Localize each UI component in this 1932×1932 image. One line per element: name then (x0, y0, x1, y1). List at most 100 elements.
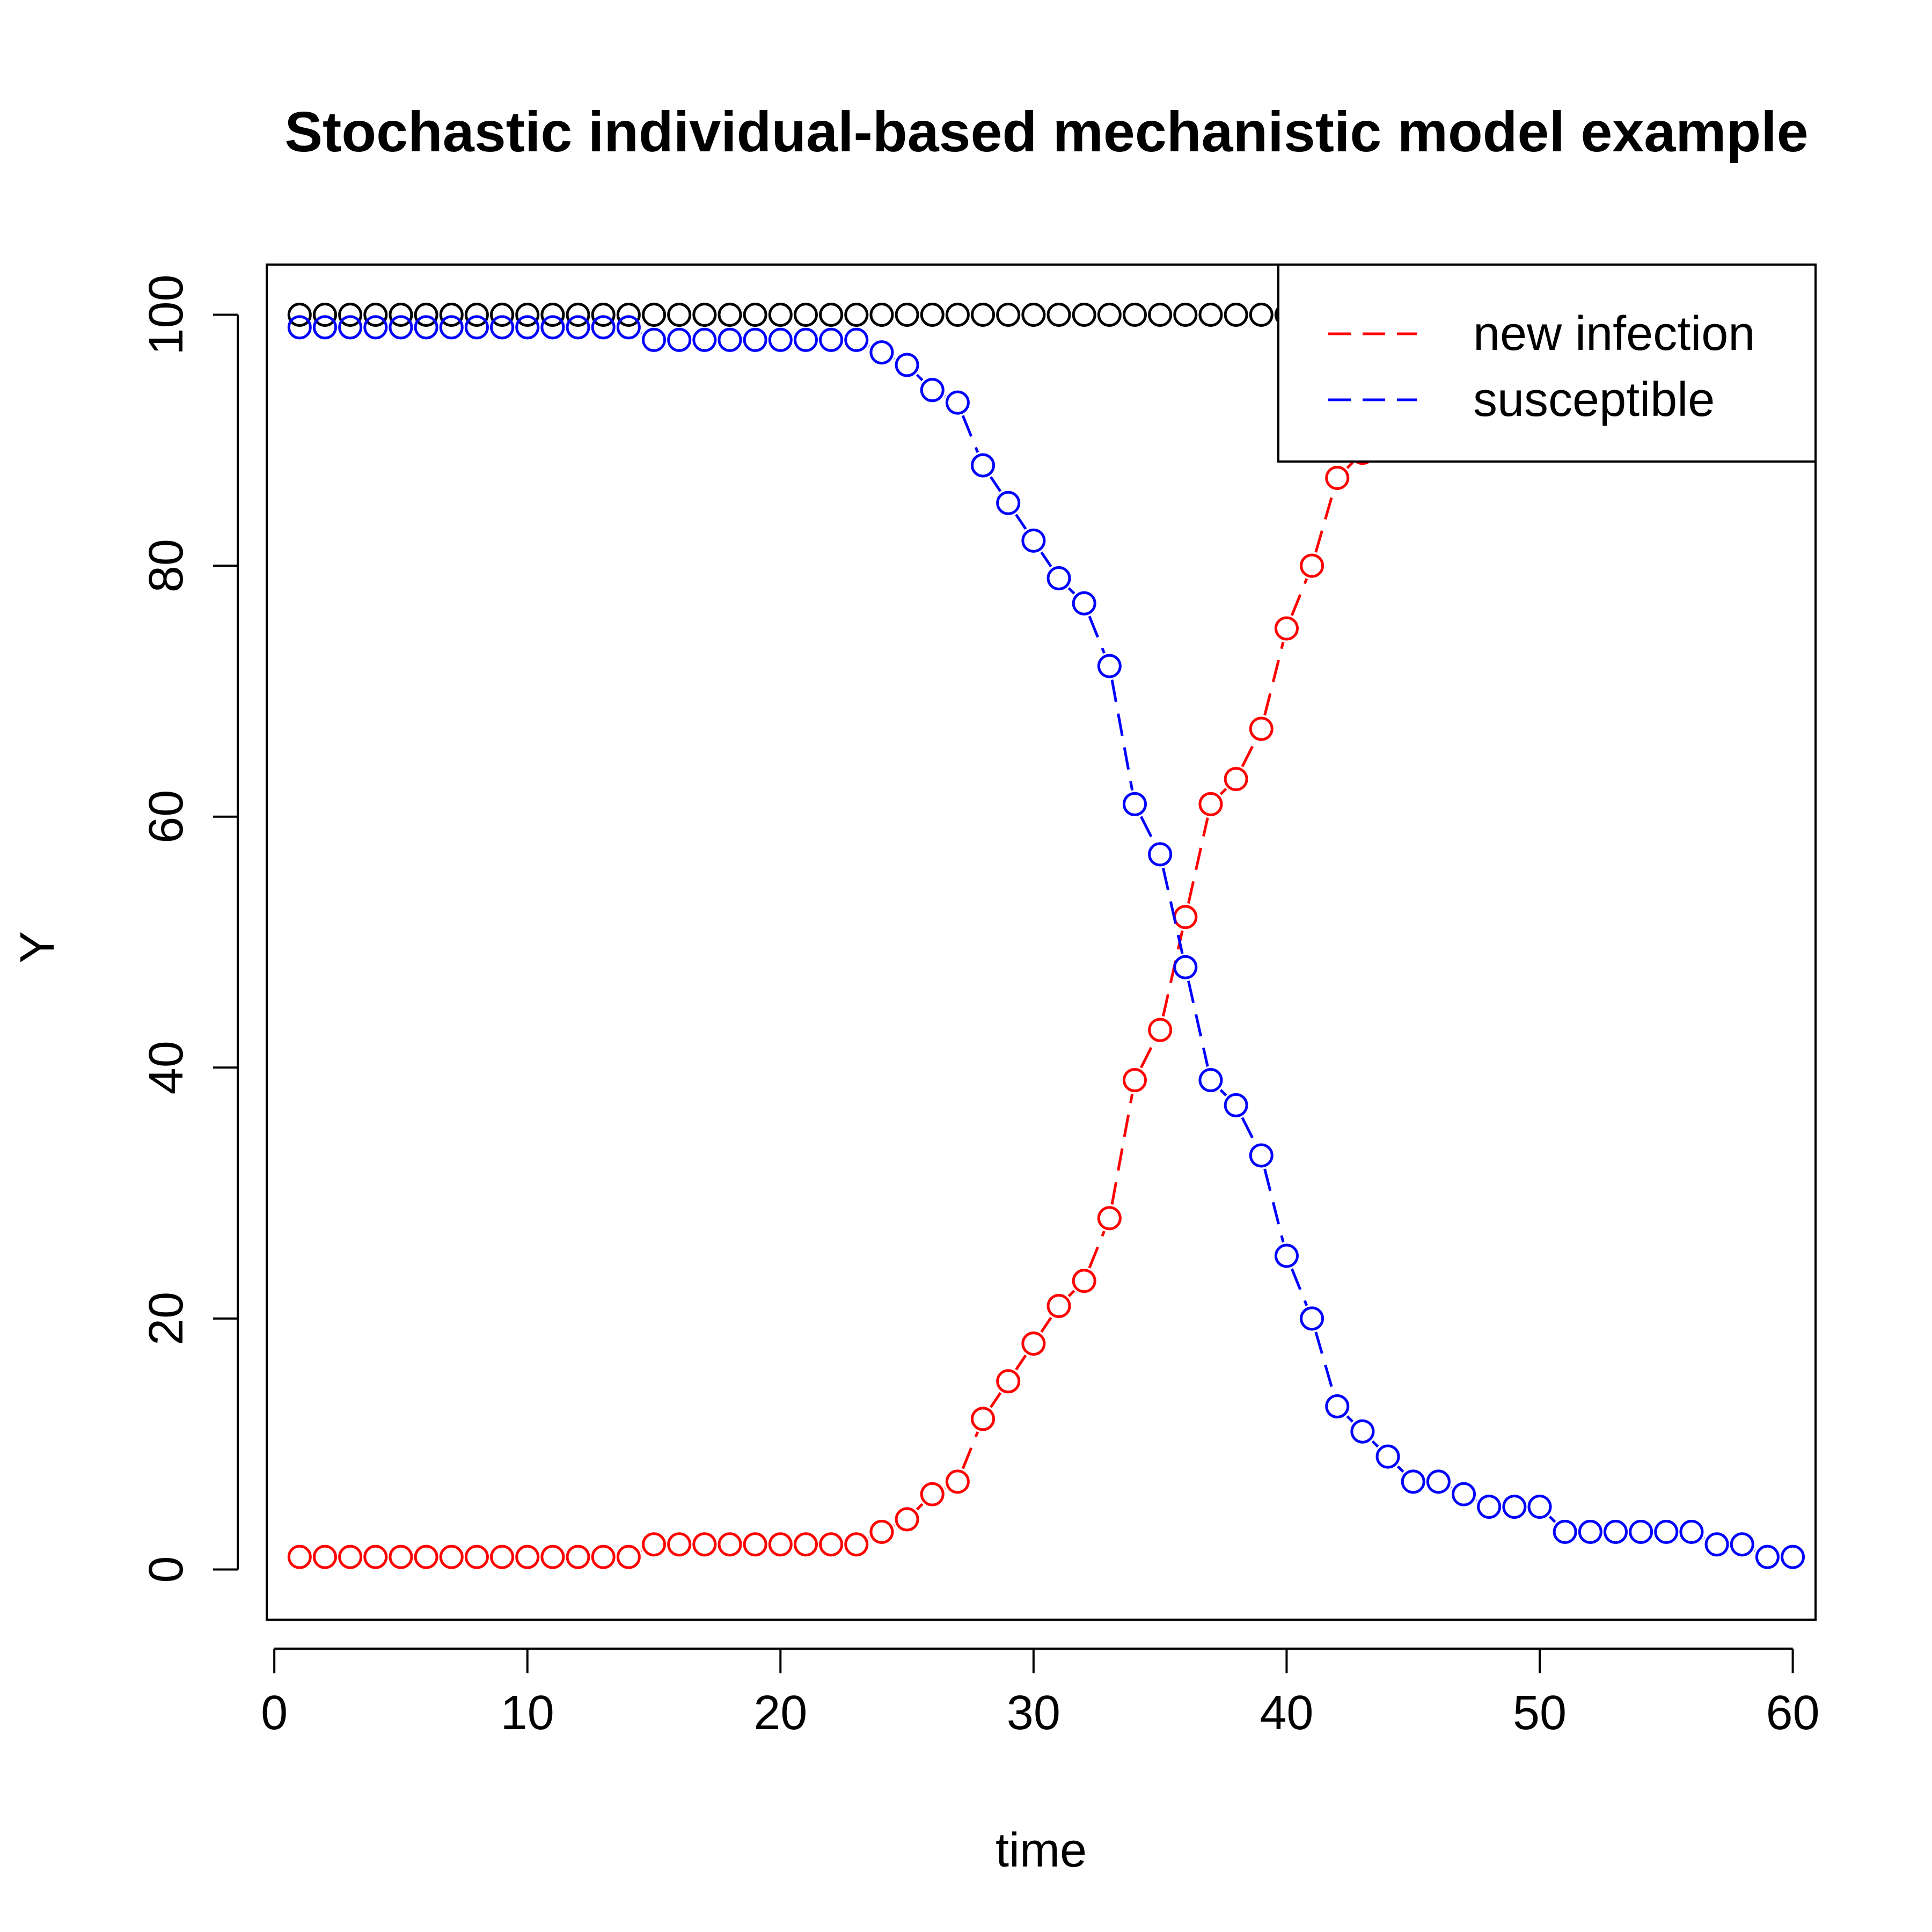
data-point-new-infection (768, 1532, 793, 1557)
series-segment-susceptible (1396, 1465, 1404, 1473)
data-point-susceptible (692, 327, 717, 352)
data-point-susceptible (338, 315, 363, 340)
series-segment-susceptible (1015, 514, 1027, 530)
data-point-susceptible (667, 327, 692, 352)
data-point-new-infection (642, 1532, 666, 1557)
legend-label-new-infection: new infection (1473, 307, 1755, 361)
data-point-reference (566, 303, 590, 327)
data-point-reference (718, 303, 742, 327)
data-point-susceptible (996, 491, 1021, 515)
data-point-new-infection (869, 1519, 894, 1544)
data-point-susceptible (1173, 955, 1198, 979)
data-point-new-infection (490, 1545, 515, 1569)
data-point-reference (945, 303, 970, 327)
data-point-susceptible (718, 327, 742, 352)
data-point-new-infection (793, 1532, 818, 1557)
data-point-reference (1122, 303, 1147, 327)
data-point-new-infection (1198, 792, 1223, 816)
data-point-susceptible (642, 327, 666, 352)
data-point-new-infection (1300, 553, 1324, 578)
y-tick-label: 40 (140, 1041, 193, 1094)
data-point-reference (971, 303, 996, 327)
x-tick-label: 0 (261, 1686, 288, 1740)
data-point-susceptible (490, 315, 515, 340)
data-point-susceptible (1603, 1519, 1628, 1544)
data-point-susceptible (1122, 792, 1147, 816)
series-segment-susceptible (1346, 1415, 1354, 1423)
data-point-new-infection (1274, 616, 1299, 641)
chart-title: Stochastic individual-based mechanistic … (284, 100, 1808, 164)
data-point-new-infection (566, 1545, 590, 1569)
data-point-susceptible (312, 315, 337, 340)
data-point-reference (591, 303, 616, 327)
data-point-reference (996, 303, 1021, 327)
data-point-susceptible (1527, 1495, 1552, 1519)
data-point-susceptible (1224, 1093, 1248, 1117)
data-point-reference (312, 303, 337, 327)
data-point-susceptible (591, 315, 616, 340)
data-point-susceptible (1148, 842, 1173, 867)
data-point-new-infection (540, 1545, 565, 1569)
series-segment-new-infection (961, 1431, 979, 1469)
series-segment-new-infection (1241, 741, 1256, 767)
data-point-susceptible (1426, 1469, 1451, 1494)
data-point-new-infection (1325, 465, 1350, 490)
data-point-susceptible (1375, 1444, 1400, 1469)
data-point-reference (616, 303, 641, 327)
series-segment-new-infection (1346, 462, 1354, 469)
y-tick-label: 20 (140, 1292, 193, 1345)
data-point-reference (692, 303, 717, 327)
data-point-reference (389, 303, 413, 327)
data-point-new-infection (844, 1532, 869, 1557)
data-point-new-infection (819, 1532, 844, 1557)
data-point-reference (768, 303, 793, 327)
data-point-new-infection (414, 1545, 438, 1569)
data-point-susceptible (389, 315, 413, 340)
x-tick-label: 30 (1007, 1686, 1060, 1740)
data-point-susceptible (819, 327, 844, 352)
data-point-susceptible (1781, 1545, 1805, 1569)
series-segment-susceptible (1314, 1331, 1335, 1394)
data-point-susceptible (920, 378, 945, 402)
legend: new infection susceptible (1277, 264, 1817, 463)
series-segment-susceptible (989, 476, 1002, 493)
data-point-new-infection (389, 1545, 413, 1569)
data-point-susceptible (1730, 1532, 1754, 1557)
data-point-reference (1224, 303, 1248, 327)
series-segment-susceptible (1110, 679, 1134, 791)
x-tick-label: 50 (1513, 1686, 1567, 1740)
data-point-reference (869, 303, 894, 327)
data-point-reference (1021, 303, 1046, 327)
series-segment-new-infection (1219, 788, 1227, 795)
data-point-reference (540, 303, 565, 327)
data-point-new-infection (515, 1545, 540, 1569)
data-point-reference (642, 303, 666, 327)
series-segment-susceptible (1263, 1168, 1285, 1243)
series-segment-susceptible (1067, 587, 1075, 595)
x-tick-label: 60 (1766, 1686, 1820, 1740)
data-point-new-infection (287, 1545, 312, 1569)
data-point-reference (1249, 303, 1274, 327)
data-point-new-infection (895, 1507, 919, 1532)
data-point-reference (490, 303, 515, 327)
data-point-new-infection (439, 1545, 464, 1569)
series-segment-susceptible (1187, 980, 1209, 1067)
series-segment-susceptible (1371, 1440, 1379, 1448)
data-point-new-infection (1072, 1269, 1096, 1293)
data-point-susceptible (971, 453, 996, 478)
data-point-susceptible (1097, 654, 1122, 678)
axis-layer: 0 10 20 30 40 50 60 0 20 40 60 80 100 (140, 274, 1820, 1740)
data-point-new-infection (363, 1545, 388, 1569)
series-segment-susceptible (961, 415, 979, 453)
data-point-susceptible (768, 327, 793, 352)
series-segment-new-infection (916, 1503, 924, 1511)
data-point-reference (667, 303, 692, 327)
data-point-susceptible (1629, 1519, 1653, 1544)
data-point-new-infection (312, 1545, 337, 1569)
data-point-new-infection (667, 1532, 692, 1557)
data-point-susceptible (1654, 1519, 1679, 1544)
data-point-reference (1173, 303, 1198, 327)
x-axis-label: time (996, 1824, 1087, 1877)
y-tick-label: 0 (140, 1556, 193, 1583)
